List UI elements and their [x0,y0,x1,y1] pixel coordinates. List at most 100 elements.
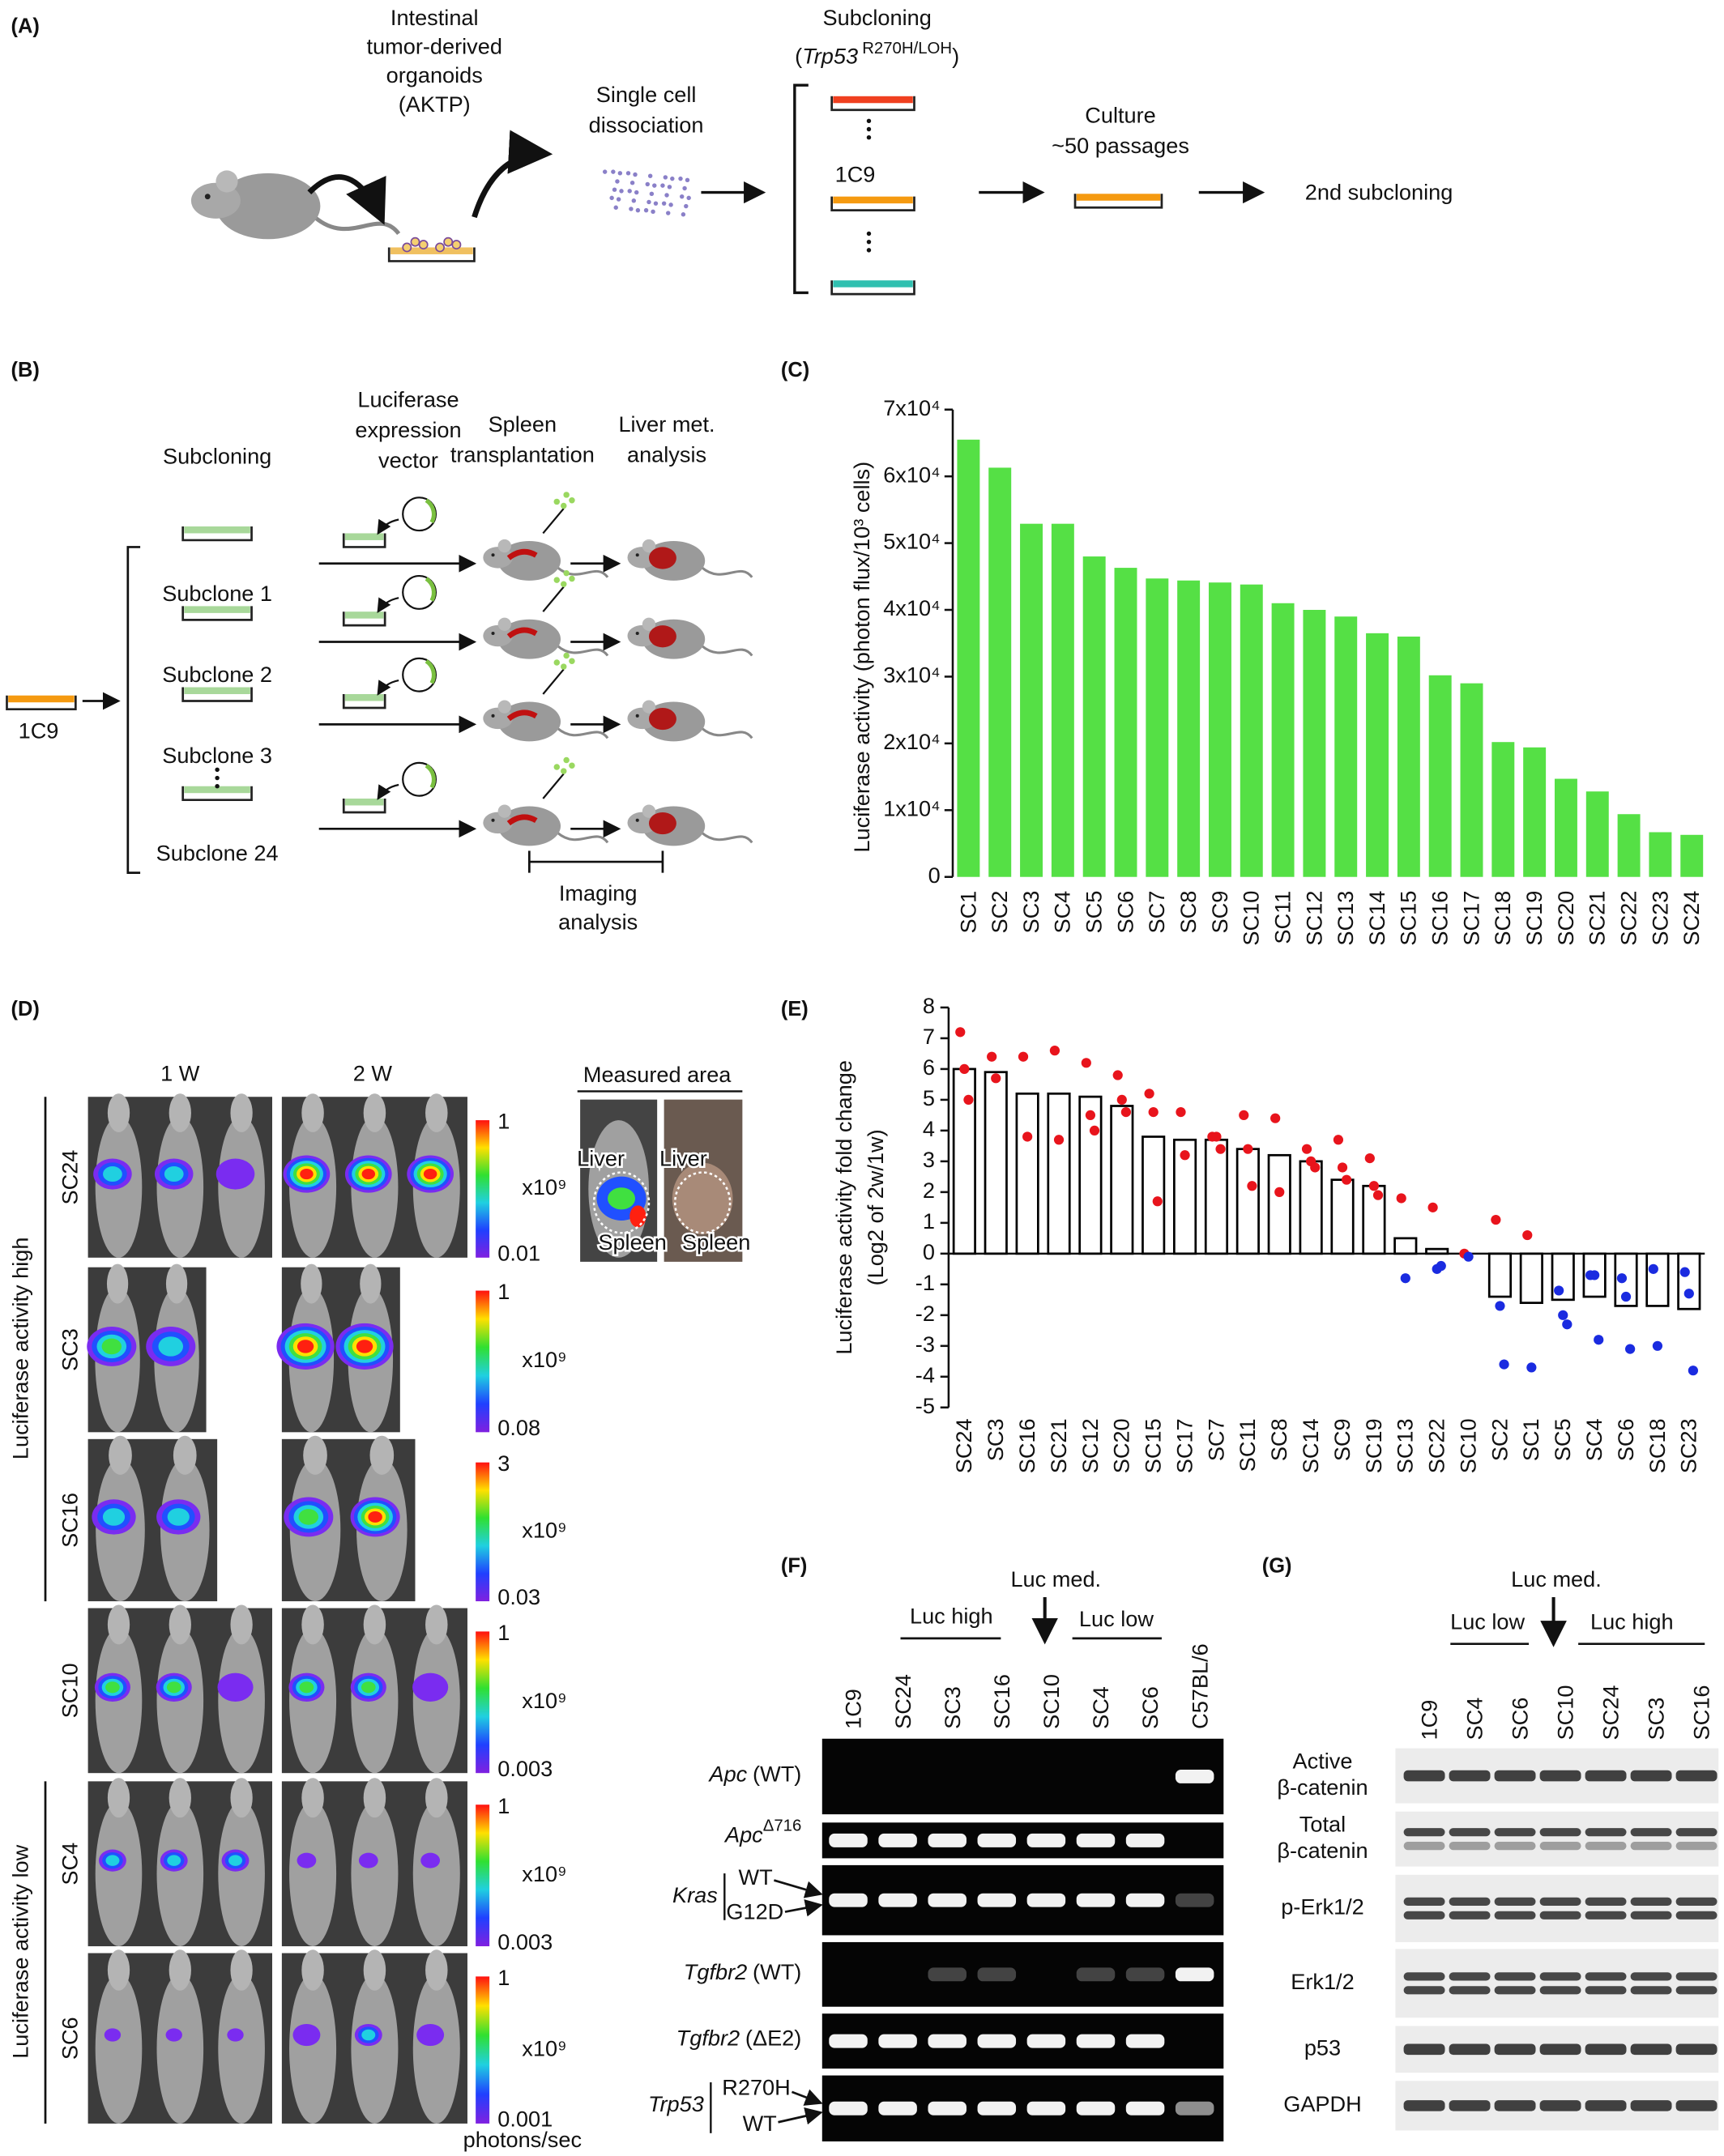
bar [1428,675,1452,877]
cell [569,658,575,665]
dish [830,96,915,112]
bar [1020,523,1043,877]
blot-band [1494,1897,1536,1906]
colorbar-max: 1 [497,1965,510,1990]
colorbar-min: 0.03 [497,1584,540,1609]
liver-met [648,812,676,835]
gene-sup: Δ716 [763,1817,802,1835]
x-tick-label: SC5 [1082,891,1107,934]
gel-band [1125,2034,1165,2048]
dot [987,1051,997,1062]
bar [1114,568,1137,877]
cell [563,756,570,764]
row-label: SC10 [57,1663,82,1718]
cell [651,209,655,215]
signal [297,1340,314,1353]
dot [1436,1260,1446,1272]
dot [1491,1214,1501,1225]
red-organ [506,548,538,560]
mouse-image-head [363,1093,386,1132]
y-tick-label: 5 [923,1085,935,1110]
label: Imaging [559,880,638,905]
dot [1112,1070,1123,1080]
bar [1078,1095,1103,1255]
x-tick-label: SC4 [1050,891,1075,934]
curved-arrow [472,130,553,219]
cell [653,201,659,206]
y-tick-label: 7x10⁴ [883,395,941,420]
label: expression [355,417,461,442]
y-tick-label: 2 [923,1178,935,1203]
y-tick-label: 0 [923,1239,935,1264]
dot [1562,1319,1573,1330]
gene-label: Trp53 [648,2091,704,2116]
blot-band [1630,2043,1672,2056]
organoid [435,242,445,253]
lane-label: SC3 [940,1686,965,1729]
cell [663,175,668,180]
liver-met [648,547,676,569]
gel-band [977,1893,1017,1907]
y-tick-label: 1 [923,1208,935,1234]
x-tick-label: SC13 [1393,1418,1418,1473]
label: organoids [386,62,483,87]
dot [1368,1181,1380,1191]
gene-name: Trp53 [648,2091,704,2116]
red-organ [506,709,538,722]
blot-band [1403,1972,1445,1981]
colorbar-unit: x10⁹ [522,1688,566,1713]
signal [101,1338,122,1355]
blot [1395,1949,1719,2018]
x-tick-label: SC17 [1171,1418,1197,1473]
blot-band [1449,1770,1491,1782]
signal [298,1509,319,1525]
mouse-eye [635,553,639,557]
bar [1585,791,1609,877]
dot [1247,1181,1257,1191]
blot [1395,1874,1719,1942]
cell [561,768,567,774]
line [778,2107,823,2125]
lane-label: 1C9 [1417,1700,1442,1741]
lane-label: SC4 [1088,1686,1113,1729]
dot [1018,1051,1029,1062]
signal [167,1855,181,1866]
mouse-tail [556,831,609,844]
cell [682,185,687,191]
bar [1146,578,1169,877]
cell [561,502,567,509]
dot [1688,1366,1698,1376]
gel-band [1125,1893,1165,1907]
gel-band [928,1893,967,1907]
dot [1180,1150,1190,1161]
signal [105,1681,120,1694]
x-tick-label: SC10 [1239,891,1264,946]
blot-band [1494,1911,1536,1920]
ellipsis-dot [866,126,872,132]
colorbar-min: 0.003 [497,1929,553,1954]
dot [1333,1135,1344,1145]
mouse-ear [642,539,656,553]
x-tick-label: SC16 [1427,891,1453,946]
x-tick-label: SC1 [1518,1418,1543,1461]
cell [561,581,567,587]
x-tick-label: SC22 [1424,1418,1449,1473]
label: dissociation [589,112,704,137]
y-tick-label: 1x10⁴ [883,795,941,820]
gel-band [1175,1769,1214,1783]
blot-band [1449,1897,1491,1906]
x-tick-label: SC18 [1490,891,1515,946]
x-tick-label: SC11 [1270,891,1295,944]
signal [420,1852,441,1868]
colorbar-max: 3 [497,1451,510,1476]
x-tick-label: SC9 [1329,1418,1355,1461]
lane-label: SC6 [1137,1686,1163,1729]
signal [167,1508,190,1526]
lane-label: SC3 [1644,1698,1669,1741]
dot [1652,1340,1663,1351]
label: Intestinal [390,5,479,30]
mouse-image-head [107,1949,130,1991]
dish [342,694,386,709]
mouse-image-head [363,1778,386,1818]
